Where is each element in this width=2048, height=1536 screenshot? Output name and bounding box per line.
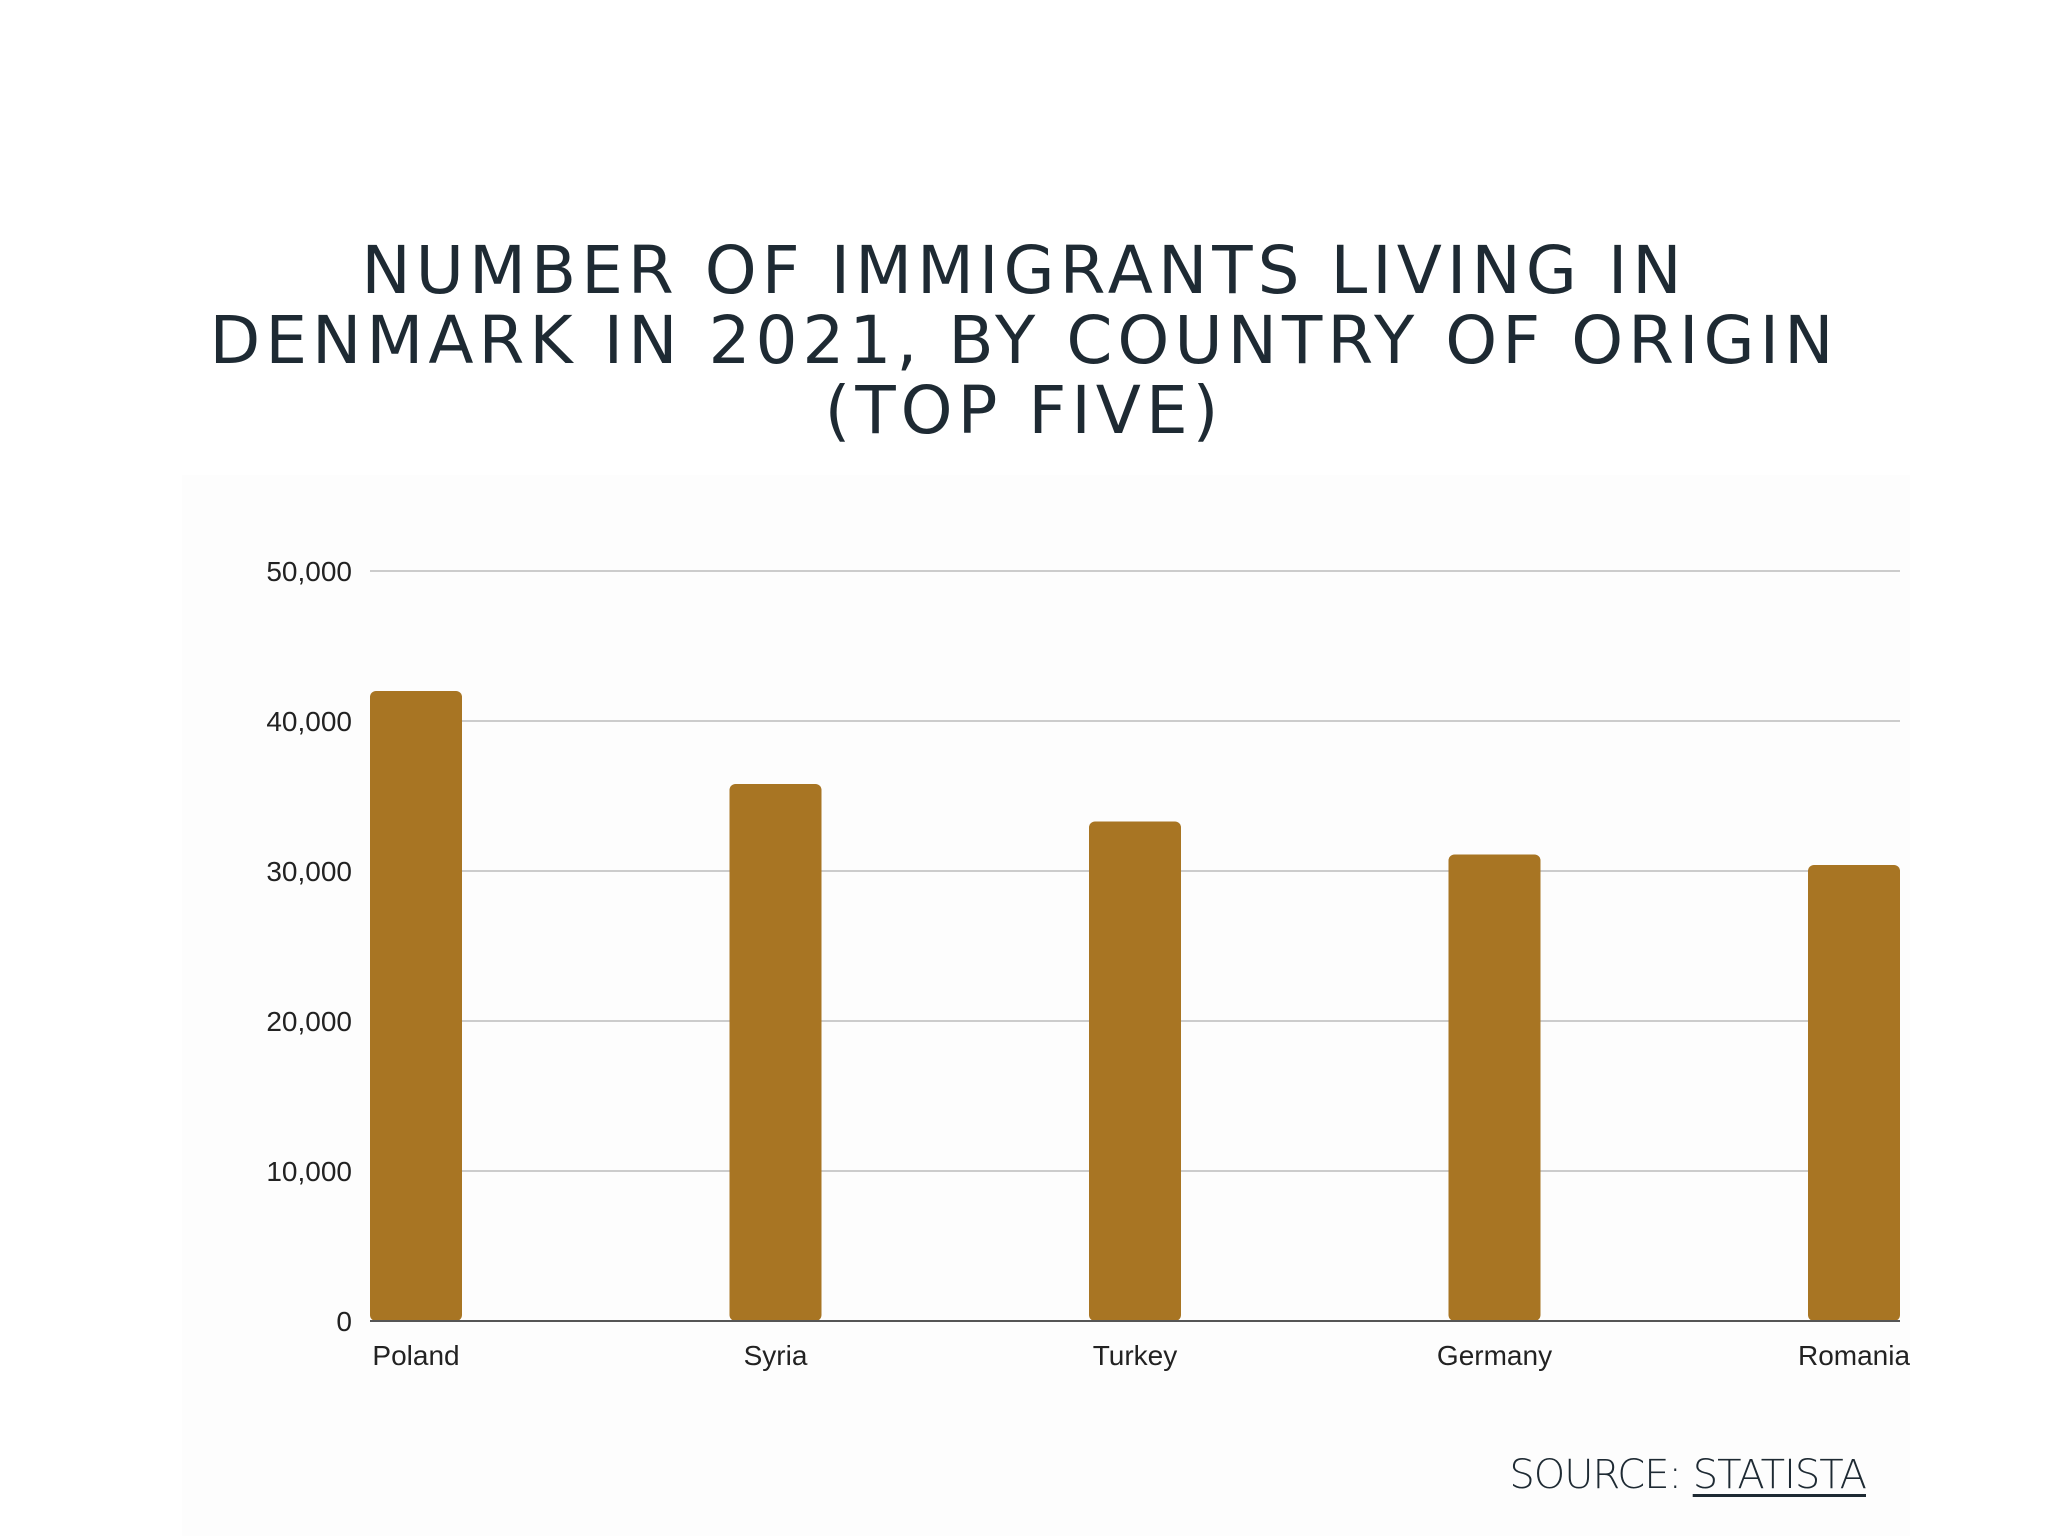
y-tick-labels: 0 10,000 20,000 30,000 40,000 50,000 — [266, 556, 352, 1337]
x-tick-label-syria: Syria — [744, 1340, 808, 1371]
bars — [370, 691, 1900, 1321]
y-tick-label: 50,000 — [266, 556, 352, 587]
x-tick-label-turkey: Turkey — [1093, 1340, 1178, 1371]
bar-romania — [1808, 865, 1900, 1321]
x-tick-labels: Poland Syria Turkey Germany Romania — [372, 1340, 1910, 1371]
x-tick-label-poland: Poland — [372, 1340, 459, 1371]
chart-title: NUMBER OF IMMIGRANTS LIVING IN DENMARK I… — [0, 236, 2048, 446]
y-tick-label: 10,000 — [266, 1156, 352, 1187]
bar-chart: 0 10,000 20,000 30,000 40,000 50,000 Poland Sy… — [266, 556, 1910, 1371]
y-tick-label: 20,000 — [266, 1006, 352, 1037]
bar-syria — [729, 784, 822, 1321]
chart-title-line-1: NUMBER OF IMMIGRANTS LIVING IN — [361, 232, 1687, 309]
source-credit: SOURCE: STATISTA — [1509, 1452, 1867, 1498]
x-tick-label-germany: Germany — [1437, 1340, 1552, 1371]
y-tick-label: 30,000 — [266, 856, 352, 887]
source-prefix: SOURCE: — [1509, 1452, 1693, 1498]
y-tick-label: 40,000 — [266, 706, 352, 737]
x-tick-label-romania: Romania — [1798, 1340, 1910, 1371]
source-link[interactable]: STATISTA — [1692, 1452, 1867, 1498]
chart-title-line-2: DENMARK IN 2021, BY COUNTRY OF ORIGIN — [209, 302, 1839, 379]
bar-germany — [1448, 854, 1541, 1321]
y-tick-label: 0 — [336, 1306, 352, 1337]
bar-poland — [370, 691, 462, 1321]
chart-panel: 0 10,000 20,000 30,000 40,000 50,000 Poland Sy… — [182, 475, 1910, 1536]
chart-title-line-3: (TOP FIVE) — [824, 372, 1224, 449]
bar-turkey — [1089, 821, 1181, 1321]
